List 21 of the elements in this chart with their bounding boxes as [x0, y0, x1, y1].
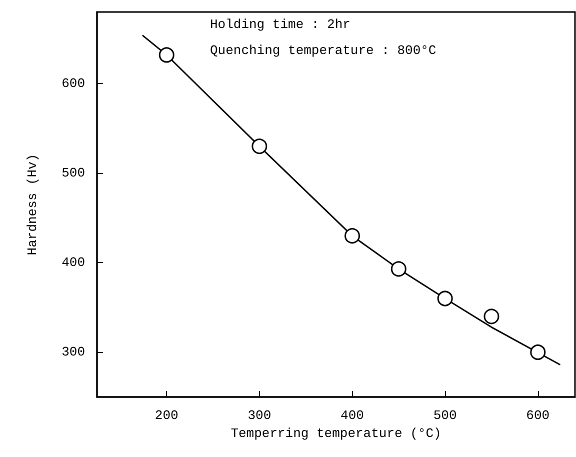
x-axis-title: Temperring temperature (°C): [230, 426, 442, 441]
y-tick-label: 600: [62, 76, 85, 92]
point: [530, 344, 546, 360]
annotation: Quenching temperature : 800°C: [210, 43, 436, 58]
point: [484, 308, 500, 324]
point: [158, 47, 174, 63]
y-tick-label: 500: [62, 166, 85, 181]
x-tick-label: 600: [526, 408, 550, 423]
y-axis-title: Hardness (Hv): [25, 154, 40, 256]
x-tick-label: 300: [248, 408, 272, 423]
y-tick-label: 400: [62, 255, 85, 270]
y-tick-label: 300: [62, 344, 85, 360]
line-series: [142, 34, 561, 366]
x-tick-label: 500: [433, 408, 457, 423]
point: [344, 228, 360, 244]
annotation: Holding time : 2hr: [210, 17, 350, 32]
point: [437, 290, 453, 306]
x-tick-label: 400: [340, 408, 364, 423]
point: [390, 261, 406, 277]
x-tick-label: 200: [154, 408, 178, 423]
point: [252, 138, 268, 154]
